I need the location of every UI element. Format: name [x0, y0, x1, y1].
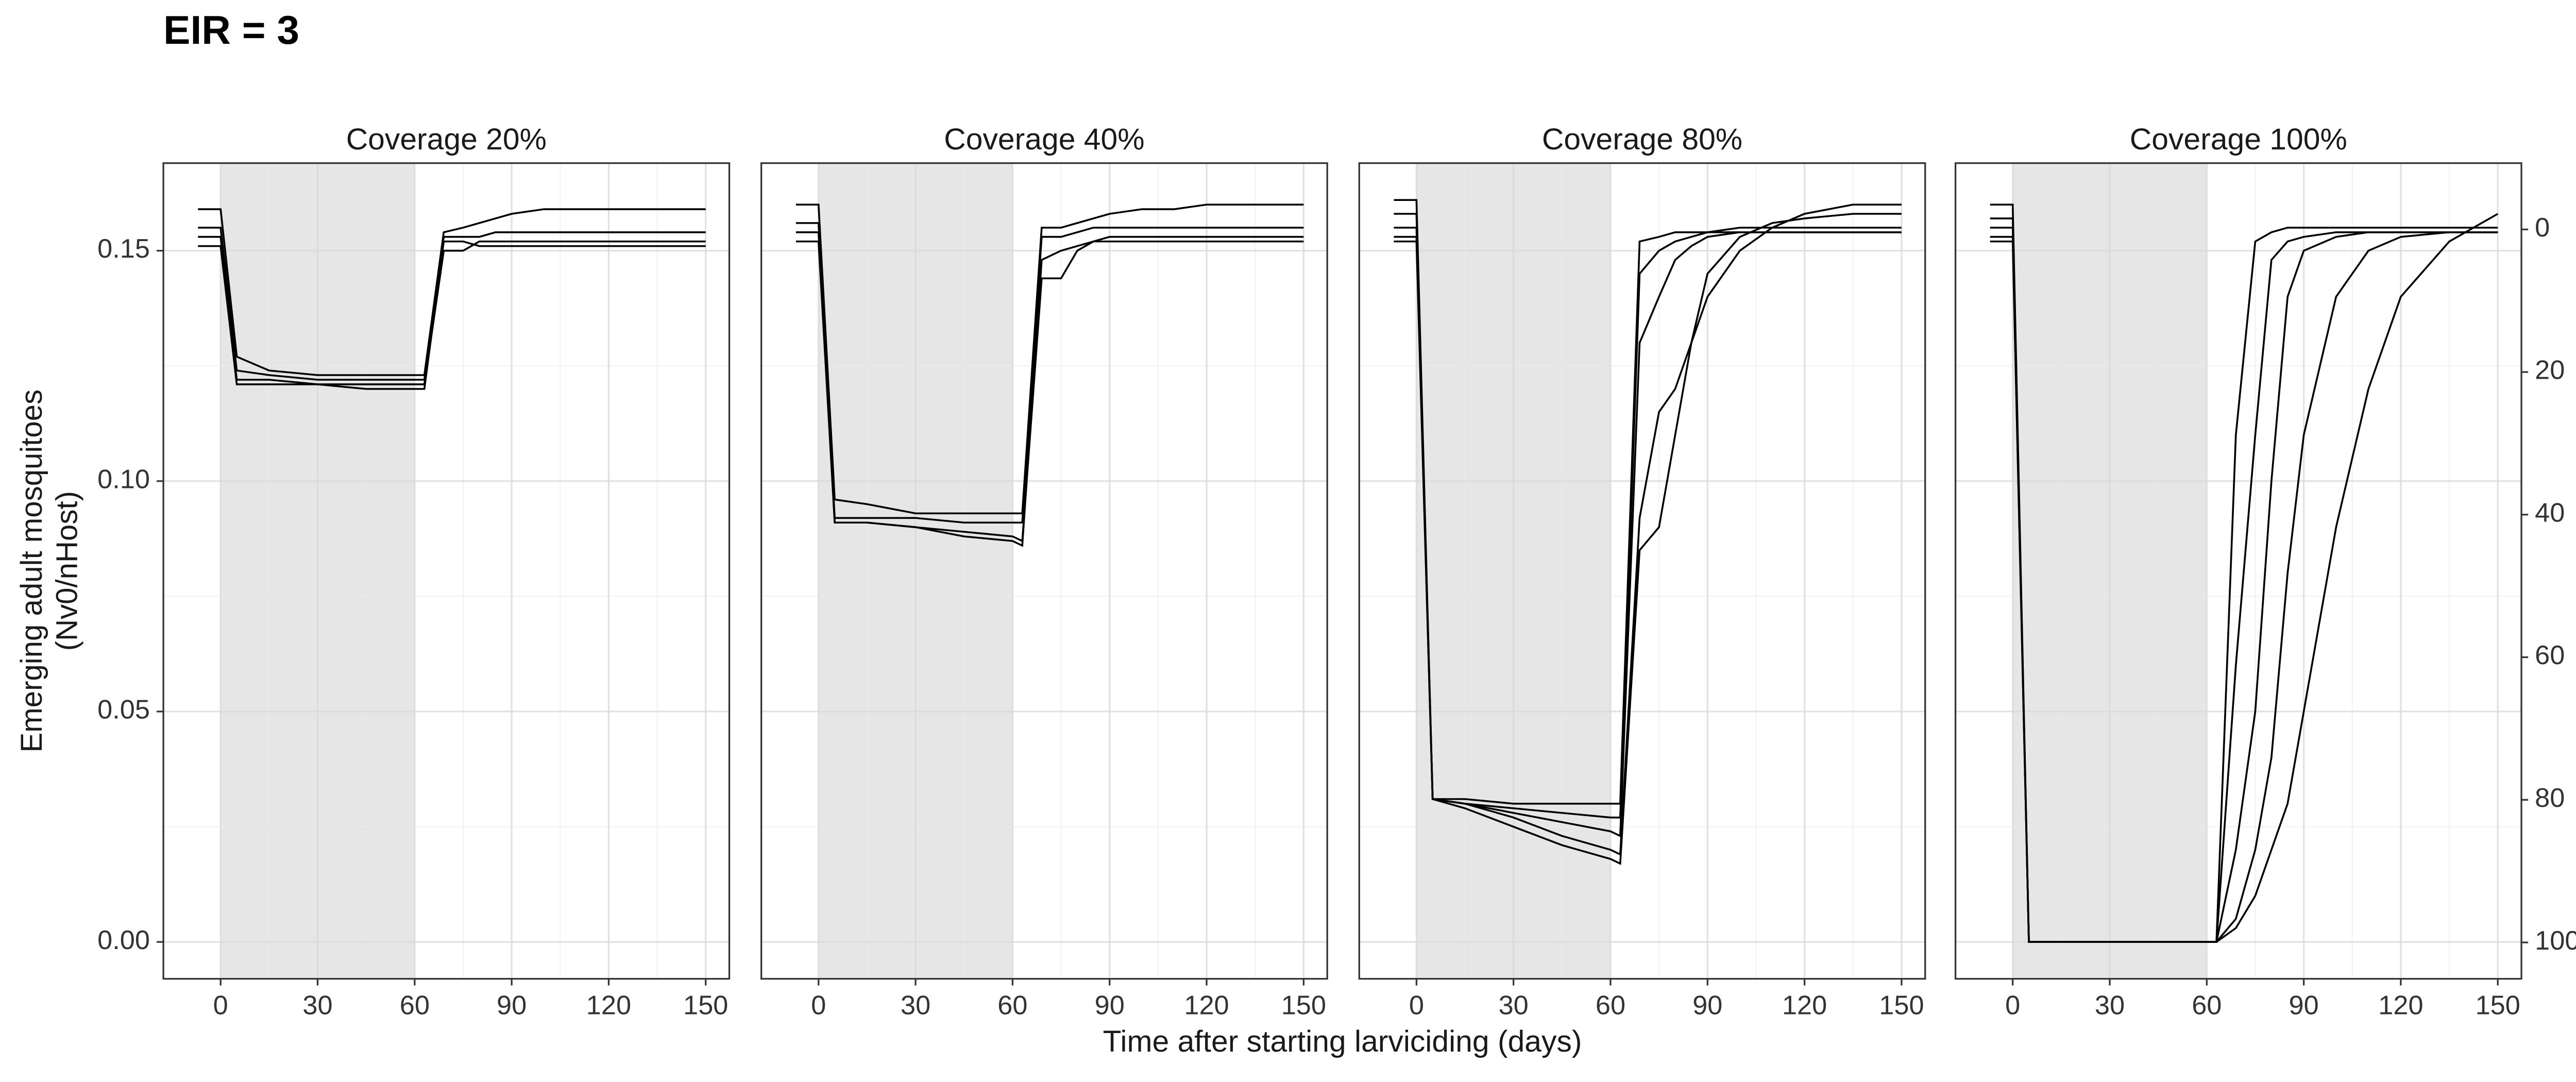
x-tick-label: 60 [2192, 991, 2222, 1021]
y2-tick-label: 40 [2535, 498, 2565, 528]
panel-title: Coverage 40% [944, 123, 1144, 156]
panel-border [162, 162, 731, 980]
y-tick-label: 0.10 [97, 465, 150, 495]
x-tick-label: 30 [302, 991, 332, 1021]
series-line [198, 240, 706, 390]
y-tick-label: 0.00 [97, 925, 150, 955]
series-line [1990, 213, 2499, 943]
x-tick-label: 120 [1782, 991, 1827, 1021]
x-tick-label: 0 [811, 991, 826, 1021]
series-line [1394, 204, 1902, 865]
x-tick-label: 90 [1692, 991, 1722, 1021]
series-line [198, 227, 706, 381]
panel-title: Coverage 20% [346, 123, 547, 156]
panel-border [1358, 162, 1926, 980]
series-line [1394, 199, 1902, 805]
x-tick-label: 30 [901, 991, 930, 1021]
y2-tick-label: 0 [2535, 213, 2550, 243]
y-axis-title: (Nv0/nHost) [50, 491, 83, 651]
y2-tick-label: 80 [2535, 783, 2565, 813]
y-tick-label: 0.05 [97, 695, 150, 725]
x-tick-label: 90 [497, 991, 527, 1021]
series-line [198, 235, 706, 385]
x-tick-label: 90 [1095, 991, 1125, 1021]
x-tick-label: 0 [1409, 991, 1424, 1021]
x-tick-label: 60 [997, 991, 1027, 1021]
y2-tick-label: 20 [2535, 356, 2565, 385]
x-axis-title: Time after starting larviciding (days) [1103, 1025, 1582, 1058]
x-tick-label: 150 [2476, 991, 2520, 1021]
y-tick-label: 0.15 [97, 234, 150, 264]
x-tick-label: 30 [1499, 991, 1529, 1021]
panel-border [760, 162, 1328, 980]
x-tick-label: 60 [1596, 991, 1625, 1021]
x-tick-label: 60 [400, 991, 430, 1021]
x-tick-label: 150 [1281, 991, 1326, 1021]
x-tick-label: 120 [586, 991, 631, 1021]
series-line [198, 208, 706, 376]
x-tick-label: 150 [683, 991, 728, 1021]
x-tick-label: 0 [2005, 991, 2020, 1021]
panel-title: Coverage 100% [2130, 123, 2347, 156]
y2-tick-label: 60 [2535, 641, 2565, 671]
series-line [1394, 213, 1902, 856]
chart-title: EIR = 3 [163, 8, 299, 53]
x-tick-label: 120 [2378, 991, 2423, 1021]
panel-border [1954, 162, 2522, 980]
y2-tick-label: 100 [2535, 926, 2576, 956]
x-tick-label: 150 [1879, 991, 1924, 1021]
series-line [795, 240, 1304, 547]
series-line [795, 204, 1304, 515]
y-axis-title: Emerging adult mosquitoes [15, 390, 48, 753]
panel-title: Coverage 80% [1542, 123, 1742, 156]
x-tick-label: 90 [2289, 991, 2319, 1021]
series-line [795, 222, 1304, 524]
x-tick-label: 120 [1184, 991, 1229, 1021]
x-tick-label: 30 [2095, 991, 2125, 1021]
x-tick-label: 0 [213, 991, 228, 1021]
